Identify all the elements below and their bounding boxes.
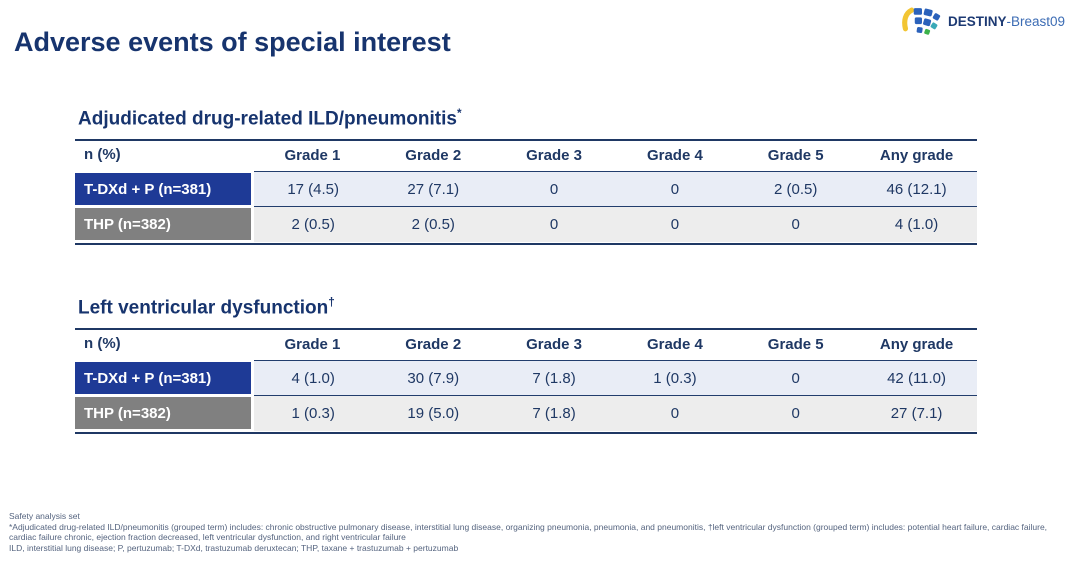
cell-any-grade: 27 (7.1) <box>856 395 977 431</box>
column-header-grade5: Grade 5 <box>735 330 857 361</box>
table-row-tdxd: T-DXd + P (n=381) 17 (4.5) 27 (7.1) 0 0 … <box>75 170 977 209</box>
ild-table-title-text: Adjudicated drug-related ILD/pneumonitis <box>78 108 457 130</box>
cell-grade4: 1 (0.3) <box>614 360 736 396</box>
cell-grade1: 2 (0.5) <box>252 206 373 242</box>
cell-any-grade: 42 (11.0) <box>856 360 977 396</box>
ild-header-row: n (%) Grade 1 Grade 2 Grade 3 Grade 4 Gr… <box>75 141 977 172</box>
column-header-grade2: Grade 2 <box>372 141 494 172</box>
row-label-thp: THP (n=382) <box>75 394 254 433</box>
column-header-grade4: Grade 4 <box>614 330 736 361</box>
cell-grade5: 2 (0.5) <box>735 171 857 207</box>
cell-grade3: 7 (1.8) <box>493 360 615 396</box>
cell-grade5: 0 <box>735 360 857 396</box>
row-label-tdxd: T-DXd + P (n=381) <box>75 170 254 209</box>
cell-any-grade: 46 (12.1) <box>856 171 977 207</box>
cell-grade2: 27 (7.1) <box>372 171 494 207</box>
destiny-logo-icon <box>902 7 941 35</box>
footnotes: Safety analysis set *Adjudicated drug-re… <box>9 511 1070 553</box>
ild-table: n (%) Grade 1 Grade 2 Grade 3 Grade 4 Gr… <box>75 141 977 244</box>
footnote-grouped-terms: *Adjudicated drug-related ILD/pneumoniti… <box>9 521 1048 543</box>
cell-grade3: 7 (1.8) <box>493 395 615 431</box>
cell-grade4: 0 <box>614 171 736 207</box>
footnote-safety-set: Safety analysis set <box>9 511 80 521</box>
row-label-thp: THP (n=382) <box>75 205 254 244</box>
ild-pneumonitis-section: Adjudicated drug-related ILD/pneumonitis… <box>75 107 977 246</box>
logo-word-breast09: -Breast09 <box>1006 14 1065 29</box>
ild-table-title: Adjudicated drug-related ILD/pneumonitis… <box>75 107 977 130</box>
lv-table-frame: n (%) Grade 1 Grade 2 Grade 3 Grade 4 Gr… <box>75 328 977 435</box>
column-header-grade2: Grade 2 <box>372 330 494 361</box>
cell-grade2: 2 (0.5) <box>372 206 494 242</box>
column-header-grade1: Grade 1 <box>252 141 373 172</box>
cell-grade2: 19 (5.0) <box>372 395 494 431</box>
cell-grade1: 1 (0.3) <box>252 395 373 431</box>
destiny-breast09-logo: DESTINY-Breast09 <box>901 6 1065 37</box>
cell-grade3: 0 <box>493 206 615 242</box>
ild-title-footnote-marker: * <box>456 107 462 120</box>
table-row-tdxd: T-DXd + P (n=381) 4 (1.0) 30 (7.9) 7 (1.… <box>75 359 977 398</box>
column-header-grade3: Grade 3 <box>493 141 615 172</box>
cell-grade1: 4 (1.0) <box>252 360 373 396</box>
table-row-thp: THP (n=382) 1 (0.3) 19 (5.0) 7 (1.8) 0 0… <box>75 394 977 433</box>
lv-table-title: Left ventricular dysfunction† <box>75 296 977 319</box>
column-header-any-grade: Any grade <box>856 141 977 172</box>
lv-title-footnote-marker: † <box>328 296 335 309</box>
column-header-grade1: Grade 1 <box>252 330 373 361</box>
cell-any-grade: 4 (1.0) <box>856 206 977 242</box>
column-header-n-pct: n (%) <box>75 330 252 361</box>
logo-word-destiny: DESTINY <box>947 14 1007 29</box>
cell-grade4: 0 <box>614 395 736 431</box>
logo-wordmark: DESTINY-Breast09 <box>948 14 1065 29</box>
lv-dysfunction-section: Left ventricular dysfunction† n (%) Grad… <box>75 296 977 435</box>
column-header-grade5: Grade 5 <box>735 141 857 172</box>
cell-grade4: 0 <box>614 206 736 242</box>
lv-table: n (%) Grade 1 Grade 2 Grade 3 Grade 4 Gr… <box>75 330 977 433</box>
footnote-abbreviations: ILD, interstitial lung disease; P, pertu… <box>9 542 459 553</box>
row-label-tdxd: T-DXd + P (n=381) <box>75 359 254 398</box>
page-title: Adverse events of special interest <box>14 27 451 57</box>
lv-header-row: n (%) Grade 1 Grade 2 Grade 3 Grade 4 Gr… <box>75 330 977 361</box>
ild-table-frame: n (%) Grade 1 Grade 2 Grade 3 Grade 4 Gr… <box>75 139 977 246</box>
cell-grade5: 0 <box>735 206 857 242</box>
column-header-grade4: Grade 4 <box>614 141 736 172</box>
table-row-thp: THP (n=382) 2 (0.5) 2 (0.5) 0 0 0 4 (1.0… <box>75 205 977 244</box>
lv-table-title-text: Left ventricular dysfunction <box>78 297 329 319</box>
cell-grade2: 30 (7.9) <box>372 360 494 396</box>
cell-grade1: 17 (4.5) <box>252 171 373 207</box>
column-header-grade3: Grade 3 <box>493 330 615 361</box>
cell-grade5: 0 <box>735 395 857 431</box>
column-header-n-pct: n (%) <box>75 141 252 172</box>
cell-grade3: 0 <box>493 171 615 207</box>
column-header-any-grade: Any grade <box>856 330 977 361</box>
